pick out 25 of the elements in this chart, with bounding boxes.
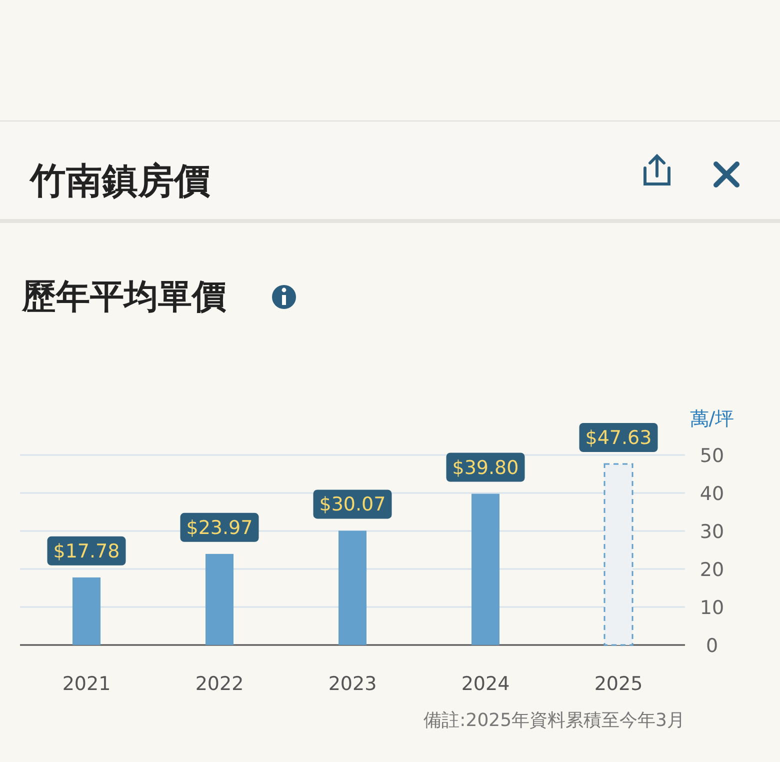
data-label: $39.80 [452,456,519,479]
x-tick-label: 2022 [195,673,244,695]
y2-tick-label: 10 [700,597,724,619]
x-tick-label: 2021 [62,673,111,695]
data-label: $17.78 [53,540,120,562]
y2-tick-label: 20 [700,559,724,581]
y2-axis-title: 萬/坪 [690,408,734,430]
data-label: $30.07 [319,494,386,516]
y2-tick-label: 50 [700,445,724,467]
bar [206,554,234,645]
y2-tick-label: 0 [706,635,718,657]
x-tick-label: 2024 [461,673,510,695]
data-label: $23.97 [186,516,253,539]
x-tick-label: 2023 [328,673,377,695]
chart-subtitle: 歷年平均單價 [21,277,226,317]
data-label: $47.63 [585,427,652,450]
bar [472,494,500,645]
bar [72,577,100,645]
y2-tick-label: 40 [700,483,724,505]
bar [338,530,366,645]
y2-tick-label: 30 [700,521,724,543]
text: 備註:2025年資料累積至今年3月 [424,710,685,731]
bar [604,463,634,646]
chart-title: 竹南鎮房價 [29,161,210,202]
x-tick-label: 2025 [594,673,643,695]
